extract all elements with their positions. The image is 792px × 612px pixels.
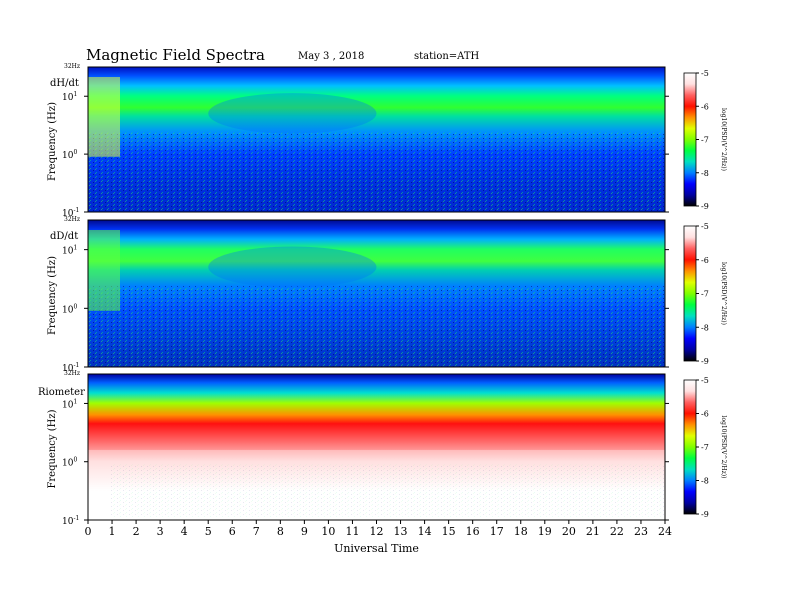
x-tick-label-1: 1	[109, 525, 116, 538]
y-tick-label-2-0: 101	[62, 245, 77, 257]
cbar-tick-label-1-2: -7	[701, 136, 709, 145]
x-tick-label-6: 6	[229, 525, 236, 538]
panel-2: dD/dt 32Hz 101 100 10-1 Frequency (Hz) -5 -6 -7 -…	[47, 216, 727, 374]
y-tick-label-3-0: 101	[62, 398, 77, 410]
x-tick-label-4: 4	[181, 525, 188, 538]
cbar-tick-label-1-4: -9	[701, 202, 709, 211]
colorbar-3	[683, 379, 697, 515]
colorbar-label-1: log10(PSD(V^2/Hz))	[720, 108, 727, 171]
y-tick-label-1-1: 100	[62, 149, 77, 161]
panel-frame-1	[87, 66, 666, 213]
y-tick-label-1-2: 10-1	[62, 207, 79, 219]
x-tick-label-17: 17	[490, 525, 504, 538]
y-axis-label-1: Frequency (Hz)	[47, 102, 58, 181]
y-axis-label-3: Frequency (Hz)	[47, 409, 58, 488]
cbar-tick-label-1-1: -6	[701, 102, 709, 111]
y-tick-label-1-0: 101	[62, 91, 77, 103]
spectrogram-noise-1	[88, 132, 665, 212]
x-tick-label-8: 8	[277, 525, 284, 538]
x-tick-label-16: 16	[466, 525, 480, 538]
y-tick-label-2-2: 10-1	[62, 362, 79, 374]
x-tick-label-19: 19	[538, 525, 552, 538]
top-freq-label-1: 32Hz	[64, 63, 80, 70]
y-tick-label-3-1: 100	[62, 457, 77, 469]
day-enhancement-2	[208, 246, 377, 288]
cbar-tick-label-2-0: -5	[701, 222, 709, 231]
x-tick-label-10: 10	[321, 525, 335, 538]
spectrogram-noise-2	[88, 286, 665, 367]
panel-3: Riometer 32Hz 101 100 10-1 Frequency (Hz) -5 -6…	[38, 370, 727, 527]
x-tick-label-18: 18	[514, 525, 528, 538]
x-tick-label-12: 12	[370, 525, 384, 538]
x-tick-label-24: 24	[658, 525, 672, 538]
colorbar-2	[683, 225, 697, 362]
y-tick-label-3-2: 10-1	[62, 515, 79, 527]
colorbar-1	[683, 72, 697, 207]
x-tick-label-14: 14	[418, 525, 432, 538]
cbar-tick-label-3-1: -6	[701, 410, 709, 419]
x-tick-label-7: 7	[253, 525, 260, 538]
cbar-tick-label-2-3: -8	[701, 323, 709, 332]
top-freq-label-2: 32Hz	[64, 216, 80, 223]
figure-title: Magnetic Field Spectra	[86, 46, 265, 64]
x-tick-label-23: 23	[634, 525, 648, 538]
cbar-tick-label-2-2: -7	[701, 290, 709, 299]
cbar-tick-label-1-3: -8	[701, 169, 709, 178]
panel-frame-2	[87, 219, 666, 368]
x-tick-label-5: 5	[205, 525, 212, 538]
cbar-tick-label-2-4: -9	[701, 357, 709, 366]
cbar-tick-label-2-1: -6	[701, 256, 709, 265]
x-tick-label-15: 15	[442, 525, 456, 538]
date-label: May 3 , 2018	[298, 51, 364, 62]
cbar-tick-label-1-0: -5	[701, 69, 709, 78]
colorbar-label-2: log10(PSD(V^2/Hz))	[720, 262, 727, 325]
burst-1	[88, 77, 120, 157]
cbar-tick-label-3-0: -5	[701, 376, 709, 385]
y-axis-label-2: Frequency (Hz)	[47, 256, 58, 335]
cbar-tick-label-3-3: -8	[701, 477, 709, 486]
x-tick-label-2: 2	[133, 525, 140, 538]
panel-1: dH/dt 32Hz 101 100 10-1 Frequency (Hz) -5 -6 -7 -…	[47, 63, 727, 219]
day-enhancement-1	[208, 93, 377, 134]
panel-label-2: dD/dt	[50, 231, 78, 242]
y-tick-label-2-1: 100	[62, 303, 77, 315]
panel-label-1: dH/dt	[50, 78, 79, 89]
x-axis-label: Universal Time	[334, 542, 419, 555]
cbar-tick-label-3-2: -7	[701, 443, 709, 452]
burst-2	[88, 230, 120, 311]
x-tick-label-9: 9	[301, 525, 308, 538]
x-tick-label-0: 0	[85, 525, 92, 538]
colorbar-label-3: log10(PSD(V^2/Hz))	[720, 416, 727, 479]
time-axis: 0 1 2 3 4 5 6 7 8 9 10 11 12 13 14 15 16 17 18 19 20 21 22 23 24…	[85, 520, 672, 555]
x-tick-label-21: 21	[586, 525, 600, 538]
x-tick-label-22: 22	[610, 525, 624, 538]
x-tick-label-13: 13	[394, 525, 408, 538]
top-freq-label-3: 32Hz	[64, 370, 80, 377]
x-tick-label-11: 11	[345, 525, 359, 538]
cbar-tick-label-3-4: -9	[701, 510, 709, 519]
riometer-speck	[110, 464, 665, 518]
panel-label-3: Riometer	[38, 387, 85, 398]
x-tick-label-3: 3	[157, 525, 164, 538]
station-label: station=ATH	[414, 51, 480, 62]
x-tick-label-20: 20	[562, 525, 576, 538]
